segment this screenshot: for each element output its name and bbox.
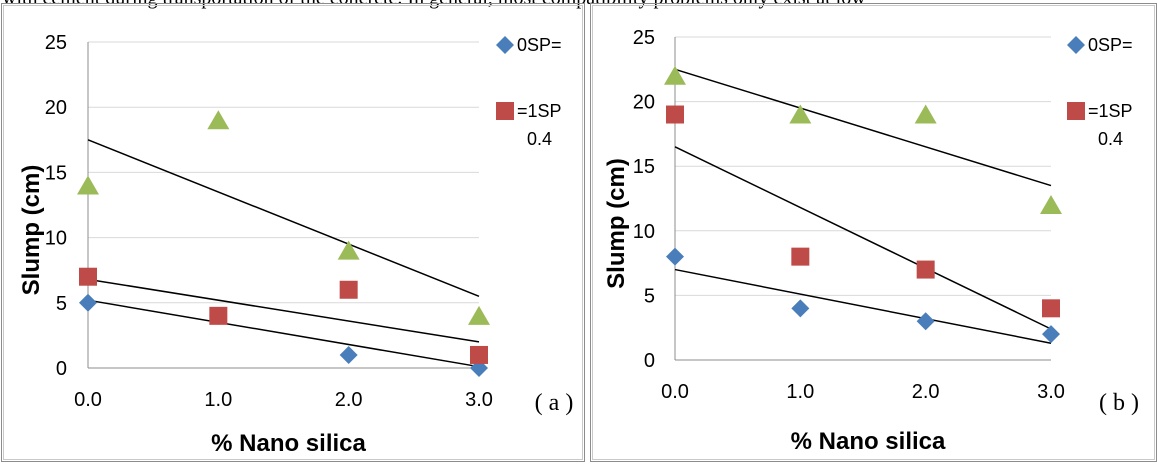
y-tick-label: 10 bbox=[633, 221, 655, 243]
trend-line-triangle bbox=[87, 139, 480, 297]
trend-line-triangle bbox=[674, 68, 1052, 187]
x-axis-title: % Nano silica bbox=[211, 430, 366, 457]
x-tick-label: 0.0 bbox=[661, 381, 689, 403]
panel-label-b: ( b ) bbox=[1099, 390, 1139, 416]
legend-label-sp1: =1SP bbox=[517, 101, 562, 121]
data-point-square bbox=[209, 306, 228, 325]
legend-label-sp0: 0SP= bbox=[517, 35, 562, 55]
slump-chart-b: 0 5 10 15 20 25 0.0 1.0 2.0 3.0 % Nano silica Slump… bbox=[603, 27, 1139, 455]
y-tick-label: 0 bbox=[56, 358, 67, 380]
y-tick-label: 25 bbox=[45, 32, 67, 54]
y-axis-title: Slump (cm) bbox=[603, 158, 630, 289]
panel-label-a: ( a ) bbox=[535, 390, 574, 416]
y-tick-label: 5 bbox=[56, 293, 67, 315]
data-point-triangle bbox=[664, 65, 686, 85]
y-tick-label: 10 bbox=[45, 228, 67, 250]
data-point-square bbox=[79, 267, 97, 286]
data-point-diamond bbox=[916, 312, 935, 331]
legend-note-sp1: 0.4 bbox=[527, 129, 552, 149]
x-tick-label: 0.0 bbox=[74, 389, 102, 411]
x-tick-label: 1.0 bbox=[204, 389, 232, 411]
data-point-diamond bbox=[666, 247, 684, 266]
data-point-square bbox=[1042, 299, 1060, 318]
data-point-diamond bbox=[791, 299, 810, 318]
data-point-triangle bbox=[914, 104, 937, 124]
data-point-square bbox=[339, 280, 358, 299]
data-point-triangle bbox=[77, 175, 99, 195]
x-tick-label: 1.0 bbox=[786, 381, 814, 403]
y-tick-label: 20 bbox=[45, 97, 67, 119]
legend-label-sp0: 0SP= bbox=[1088, 35, 1133, 55]
data-point-diamond bbox=[1042, 325, 1060, 344]
legend-diamond-icon bbox=[1067, 36, 1085, 54]
trend-line-square bbox=[87, 278, 480, 343]
data-point-square bbox=[470, 345, 488, 364]
data-point-triangle bbox=[1040, 194, 1062, 214]
slump-chart-a: 0 5 10 15 20 25 0.0 1.0 2.0 3.0 % Nano silica Slump… bbox=[18, 32, 574, 457]
data-point-triangle bbox=[468, 305, 490, 325]
chart-panel-a: 0 5 10 15 20 25 0.0 1.0 2.0 3.0 % Nano silica Slump… bbox=[1, 3, 585, 462]
x-axis-title: % Nano silica bbox=[791, 428, 946, 455]
y-tick-label: 25 bbox=[633, 27, 655, 49]
y-tick-label: 15 bbox=[45, 162, 67, 184]
data-point-square bbox=[916, 260, 935, 279]
y-tick-label: 5 bbox=[644, 285, 655, 307]
legend-label-sp1: =1SP bbox=[1088, 101, 1133, 121]
body-text-line: with cement during transportation of the… bbox=[2, 0, 1157, 9]
x-tick-label: 2.0 bbox=[912, 381, 940, 403]
y-tick-label: 0 bbox=[644, 350, 655, 372]
data-point-square bbox=[791, 247, 810, 266]
data-point-square bbox=[666, 105, 684, 124]
trend-line-square bbox=[674, 146, 1052, 330]
data-point-triangle bbox=[337, 240, 360, 260]
legend-square-icon bbox=[1067, 102, 1085, 120]
data-point-diamond bbox=[79, 293, 97, 312]
chart-panel-b: 0 5 10 15 20 25 0.0 1.0 2.0 3.0 % Nano silica Slump… bbox=[590, 3, 1157, 462]
trend-line-diamond bbox=[87, 299, 480, 368]
y-axis-title: Slump (cm) bbox=[18, 165, 45, 296]
data-point-triangle bbox=[789, 104, 812, 124]
legend-note-sp1: 0.4 bbox=[1098, 129, 1123, 149]
data-point-triangle bbox=[207, 110, 230, 130]
y-tick-label: 15 bbox=[633, 156, 655, 178]
data-point-diamond bbox=[339, 345, 358, 364]
y-tick-label: 20 bbox=[633, 92, 655, 114]
legend-diamond-icon bbox=[496, 36, 514, 54]
legend-square-icon bbox=[496, 102, 514, 120]
x-tick-label: 3.0 bbox=[1037, 381, 1065, 403]
trend-line-diamond bbox=[674, 268, 1052, 344]
x-tick-label: 3.0 bbox=[465, 389, 493, 411]
x-tick-label: 2.0 bbox=[335, 389, 363, 411]
